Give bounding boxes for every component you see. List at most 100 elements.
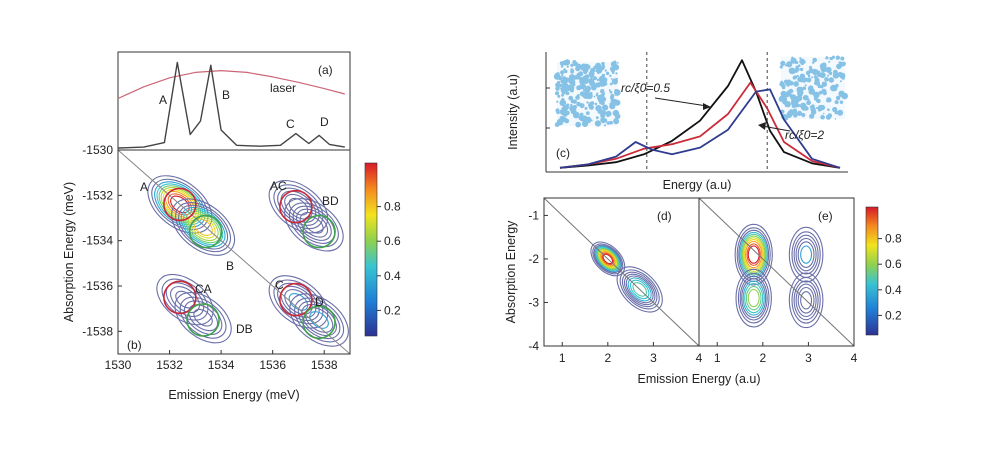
b-contour-1-1 [190, 215, 216, 239]
speckle-dot [828, 71, 833, 76]
speckle-dot [604, 69, 607, 72]
annotation-arrow-right [761, 125, 791, 132]
speckle-dot [788, 93, 792, 96]
speckle-dot [596, 67, 603, 74]
b-contour-5-3 [179, 296, 227, 339]
peak-label-c: C [286, 117, 295, 131]
b-contour-3-5 [284, 198, 344, 252]
speckle-dot [614, 117, 618, 121]
speckle-dot [583, 93, 589, 99]
speckle-dot [575, 121, 582, 128]
annotation-rc-2: rc/ξ0=2 [785, 128, 824, 142]
speckle-dot [562, 60, 568, 66]
speckle-dot [569, 86, 572, 88]
speckle-dot [555, 91, 559, 96]
label-db: DB [236, 322, 253, 336]
b-ytick-label: -1532 [82, 188, 113, 202]
speckle-dot [786, 61, 793, 68]
speckle-dot [807, 74, 811, 78]
label-ca: CA [195, 282, 212, 296]
speckle-dot [612, 109, 620, 117]
peak-label-b: B [222, 88, 230, 102]
panel-b-axes: 1530 1532 1534 1536 1538 -1530 -1532 -1534 -1536… [82, 143, 338, 372]
speckle-dot [595, 105, 602, 112]
panel-a-series [117, 61, 345, 149]
speckle-dot [825, 114, 832, 120]
speckle-dot [799, 67, 804, 72]
speckle-dot [597, 94, 603, 101]
speckle-dot [593, 95, 596, 98]
speckle-dot [596, 78, 600, 82]
speckle-dot [806, 77, 812, 83]
speckle-dot [594, 102, 598, 106]
speckle-dot [564, 118, 570, 124]
e-contour-2-3 [793, 234, 819, 275]
speckle-dot [599, 123, 601, 126]
speckle-dot [609, 82, 613, 86]
speckle-dot [554, 122, 560, 127]
speckle-dot [809, 113, 815, 119]
d-axes-ytick-label: -3 [528, 295, 539, 309]
speckle-dot [576, 94, 580, 97]
speckle-dot [572, 99, 577, 104]
b-cbar-label: 0.4 [384, 269, 401, 283]
speckle-dot [584, 106, 588, 110]
speckle-dot [806, 100, 811, 106]
speckle-dot [561, 116, 565, 120]
b-contour-7-0 [309, 311, 329, 329]
speckle-dot [780, 80, 784, 84]
speckle-dot [803, 80, 806, 83]
speckle-dot [810, 109, 817, 115]
b-cbar-label: 0.2 [384, 303, 401, 317]
e-contour-1-5 [739, 275, 768, 321]
speckle-dot [840, 56, 845, 61]
speckle-dot [570, 63, 574, 67]
panel-b-ylabel: Absorption Energy (meV) [62, 182, 76, 322]
speckle-dot [557, 111, 559, 114]
circle-bd [302, 214, 336, 249]
speckle-dot [555, 86, 560, 91]
speckle-dot [583, 69, 588, 75]
e-contour-2-5 [788, 226, 824, 283]
b-colorbar-strip [364, 162, 378, 337]
b-contour-3-1 [299, 211, 329, 238]
e-cbar-label: 0.8 [885, 232, 902, 246]
speckle-dot [588, 103, 593, 108]
speckle-dot [812, 61, 815, 64]
e-contour-0-7 [739, 231, 768, 278]
speckle-dot [585, 116, 592, 124]
speckle-dot [608, 89, 611, 92]
speckle-dot [816, 106, 819, 110]
panel-a-frame [117, 51, 351, 151]
speckle-dot [572, 111, 580, 119]
speckle-dot [609, 95, 615, 100]
e-contour-0-4 [742, 237, 765, 272]
speckle-dot [799, 57, 802, 60]
speckle-dot [590, 79, 593, 82]
speckle-dot [788, 88, 794, 94]
speckle-dot [831, 55, 836, 59]
speckle-dot [796, 110, 803, 116]
panel-c-tag: (c) [556, 146, 570, 160]
label-a: A [140, 180, 148, 194]
speckle-dot [566, 65, 569, 68]
speckle-dot [561, 74, 564, 77]
panel-d-axes: 1 2 3 4 -1 -2 -3 -4 [528, 208, 702, 365]
panel-c: (c) rc/ξ0=0.5 rc/ξ0=2 Energy (a.u) Inten… [506, 52, 848, 192]
speckle-dot [834, 100, 839, 105]
speckle-dot [605, 110, 612, 117]
speckle-dot [557, 74, 561, 78]
speckle-dot [586, 101, 589, 104]
panel-e: (e) 1 2 3 4 0.2 0.4 0.6 0.8 [698, 197, 902, 365]
b-xtick-label: 1532 [156, 358, 183, 372]
speckle-dot [817, 84, 822, 89]
panel-e-tag: (e) [818, 209, 833, 223]
d-axes-ytick-label: -4 [528, 339, 539, 353]
speckle-dot [601, 73, 606, 78]
speckle-dot [804, 84, 807, 87]
speckle-dot [819, 72, 826, 78]
circle-d [302, 305, 336, 340]
speckle-dot [605, 71, 610, 76]
speckle-dot [778, 95, 785, 102]
